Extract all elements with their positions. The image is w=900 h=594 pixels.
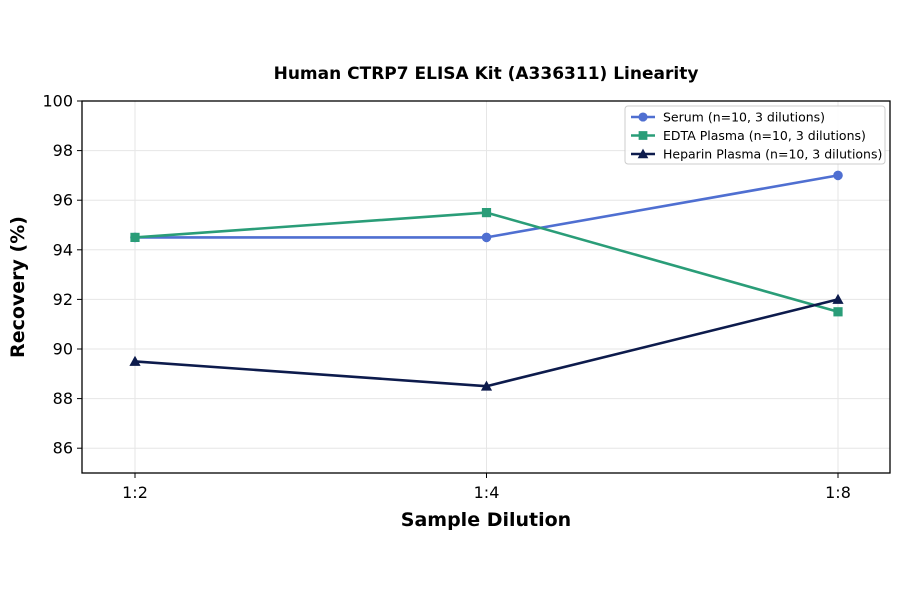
data-point [833,170,843,181]
series-3 [129,293,844,391]
data-point [637,148,649,159]
x-tick-label: 1:2 [122,483,148,502]
y-tick-label: 100 [42,92,73,111]
legend-item: EDTA Plasma (n=10, 3 dilutions) [631,128,866,143]
legend-box [624,105,886,165]
series-layer [129,170,844,391]
legend-label: Heparin Plasma (n=10, 3 dilutions) [663,147,882,162]
y-tick-label: 98 [53,141,73,160]
data-point [832,293,844,304]
y-tick-label: 86 [53,439,73,458]
data-point [638,131,648,140]
x-tick-label: 1:8 [825,483,851,502]
y-tick-label: 92 [53,290,73,309]
x-tick-label: 1:4 [474,483,500,502]
data-point [480,380,493,391]
data-point [481,208,492,218]
axis-ticks: 86 88 90 92 94 96 98 100 1:2 1:4 1:8 [42,92,850,503]
legend: Serum (n=10, 3 dilutions) EDTA Plasma (n=… [624,105,886,165]
series-2 [130,208,843,317]
y-tick-label: 90 [53,340,73,359]
legend-item: Serum (n=10, 3 dilutions) [631,110,825,125]
chart-title: Human CTRP7 ELISA Kit (A336311) Linearit… [274,64,699,84]
legend-item: Heparin Plasma (n=10, 3 dilutions) [631,147,882,162]
data-point [833,307,843,317]
y-axis-label: Recovery (%) [7,216,29,358]
data-point [481,232,492,243]
legend-label: Serum (n=10, 3 dilutions) [663,110,825,125]
x-axis-label: Sample Dilution [401,509,571,531]
y-tick-label: 94 [53,240,73,259]
legend-label: EDTA Plasma (n=10, 3 dilutions) [663,128,866,143]
y-tick-label: 96 [53,191,73,210]
data-point [130,232,140,242]
data-point [129,355,141,366]
y-tick-label: 88 [53,389,73,408]
data-point [638,112,648,122]
